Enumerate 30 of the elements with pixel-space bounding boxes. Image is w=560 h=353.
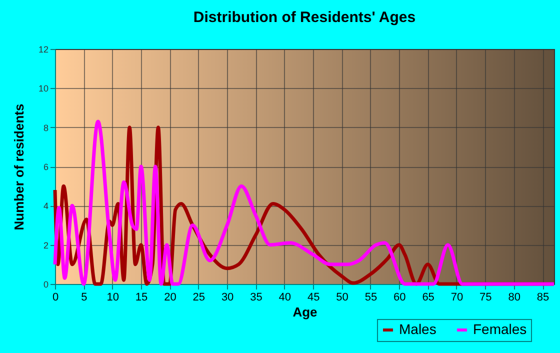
x-tick-label: 45 — [307, 292, 320, 304]
x-tick-label: 65 — [422, 292, 434, 304]
x-tick-label: 55 — [364, 292, 378, 304]
y-tick-label: 0 — [43, 280, 48, 290]
x-tick-label: 20 — [164, 292, 176, 304]
x-tick-label: 60 — [394, 292, 406, 304]
y-tick-label: 4 — [43, 201, 48, 212]
x-tick-label: 30 — [221, 292, 234, 304]
x-tick-label: 15 — [135, 292, 148, 304]
y-tick-label: 2 — [43, 240, 48, 250]
x-tick-label: 25 — [192, 292, 206, 304]
x-tick-label: 0 — [52, 292, 59, 304]
legend-label: Females — [473, 321, 527, 337]
x-tick-label: 40 — [278, 292, 292, 304]
x-tick-label: 75 — [480, 292, 492, 304]
x-tick-label: 70 — [450, 292, 464, 304]
y-tick-label: 10 — [38, 84, 48, 94]
y-tick-label: 12 — [38, 44, 48, 54]
x-tick-label: 80 — [508, 292, 520, 304]
y-tick-label: 6 — [43, 162, 48, 172]
legend-label: Males — [399, 321, 436, 337]
x-tick-label: 5 — [81, 292, 88, 304]
x-axis-title: Age — [292, 304, 318, 320]
x-tick-label: 10 — [106, 292, 119, 304]
chart-title: Distribution of Residents' Ages — [193, 9, 416, 26]
x-tick-label: 35 — [250, 292, 262, 304]
x-tick-label: 50 — [336, 292, 348, 304]
y-tick-label: 8 — [43, 122, 48, 133]
y-axis-title: Number of residents — [11, 104, 26, 230]
x-tick-label: 85 — [536, 292, 550, 304]
